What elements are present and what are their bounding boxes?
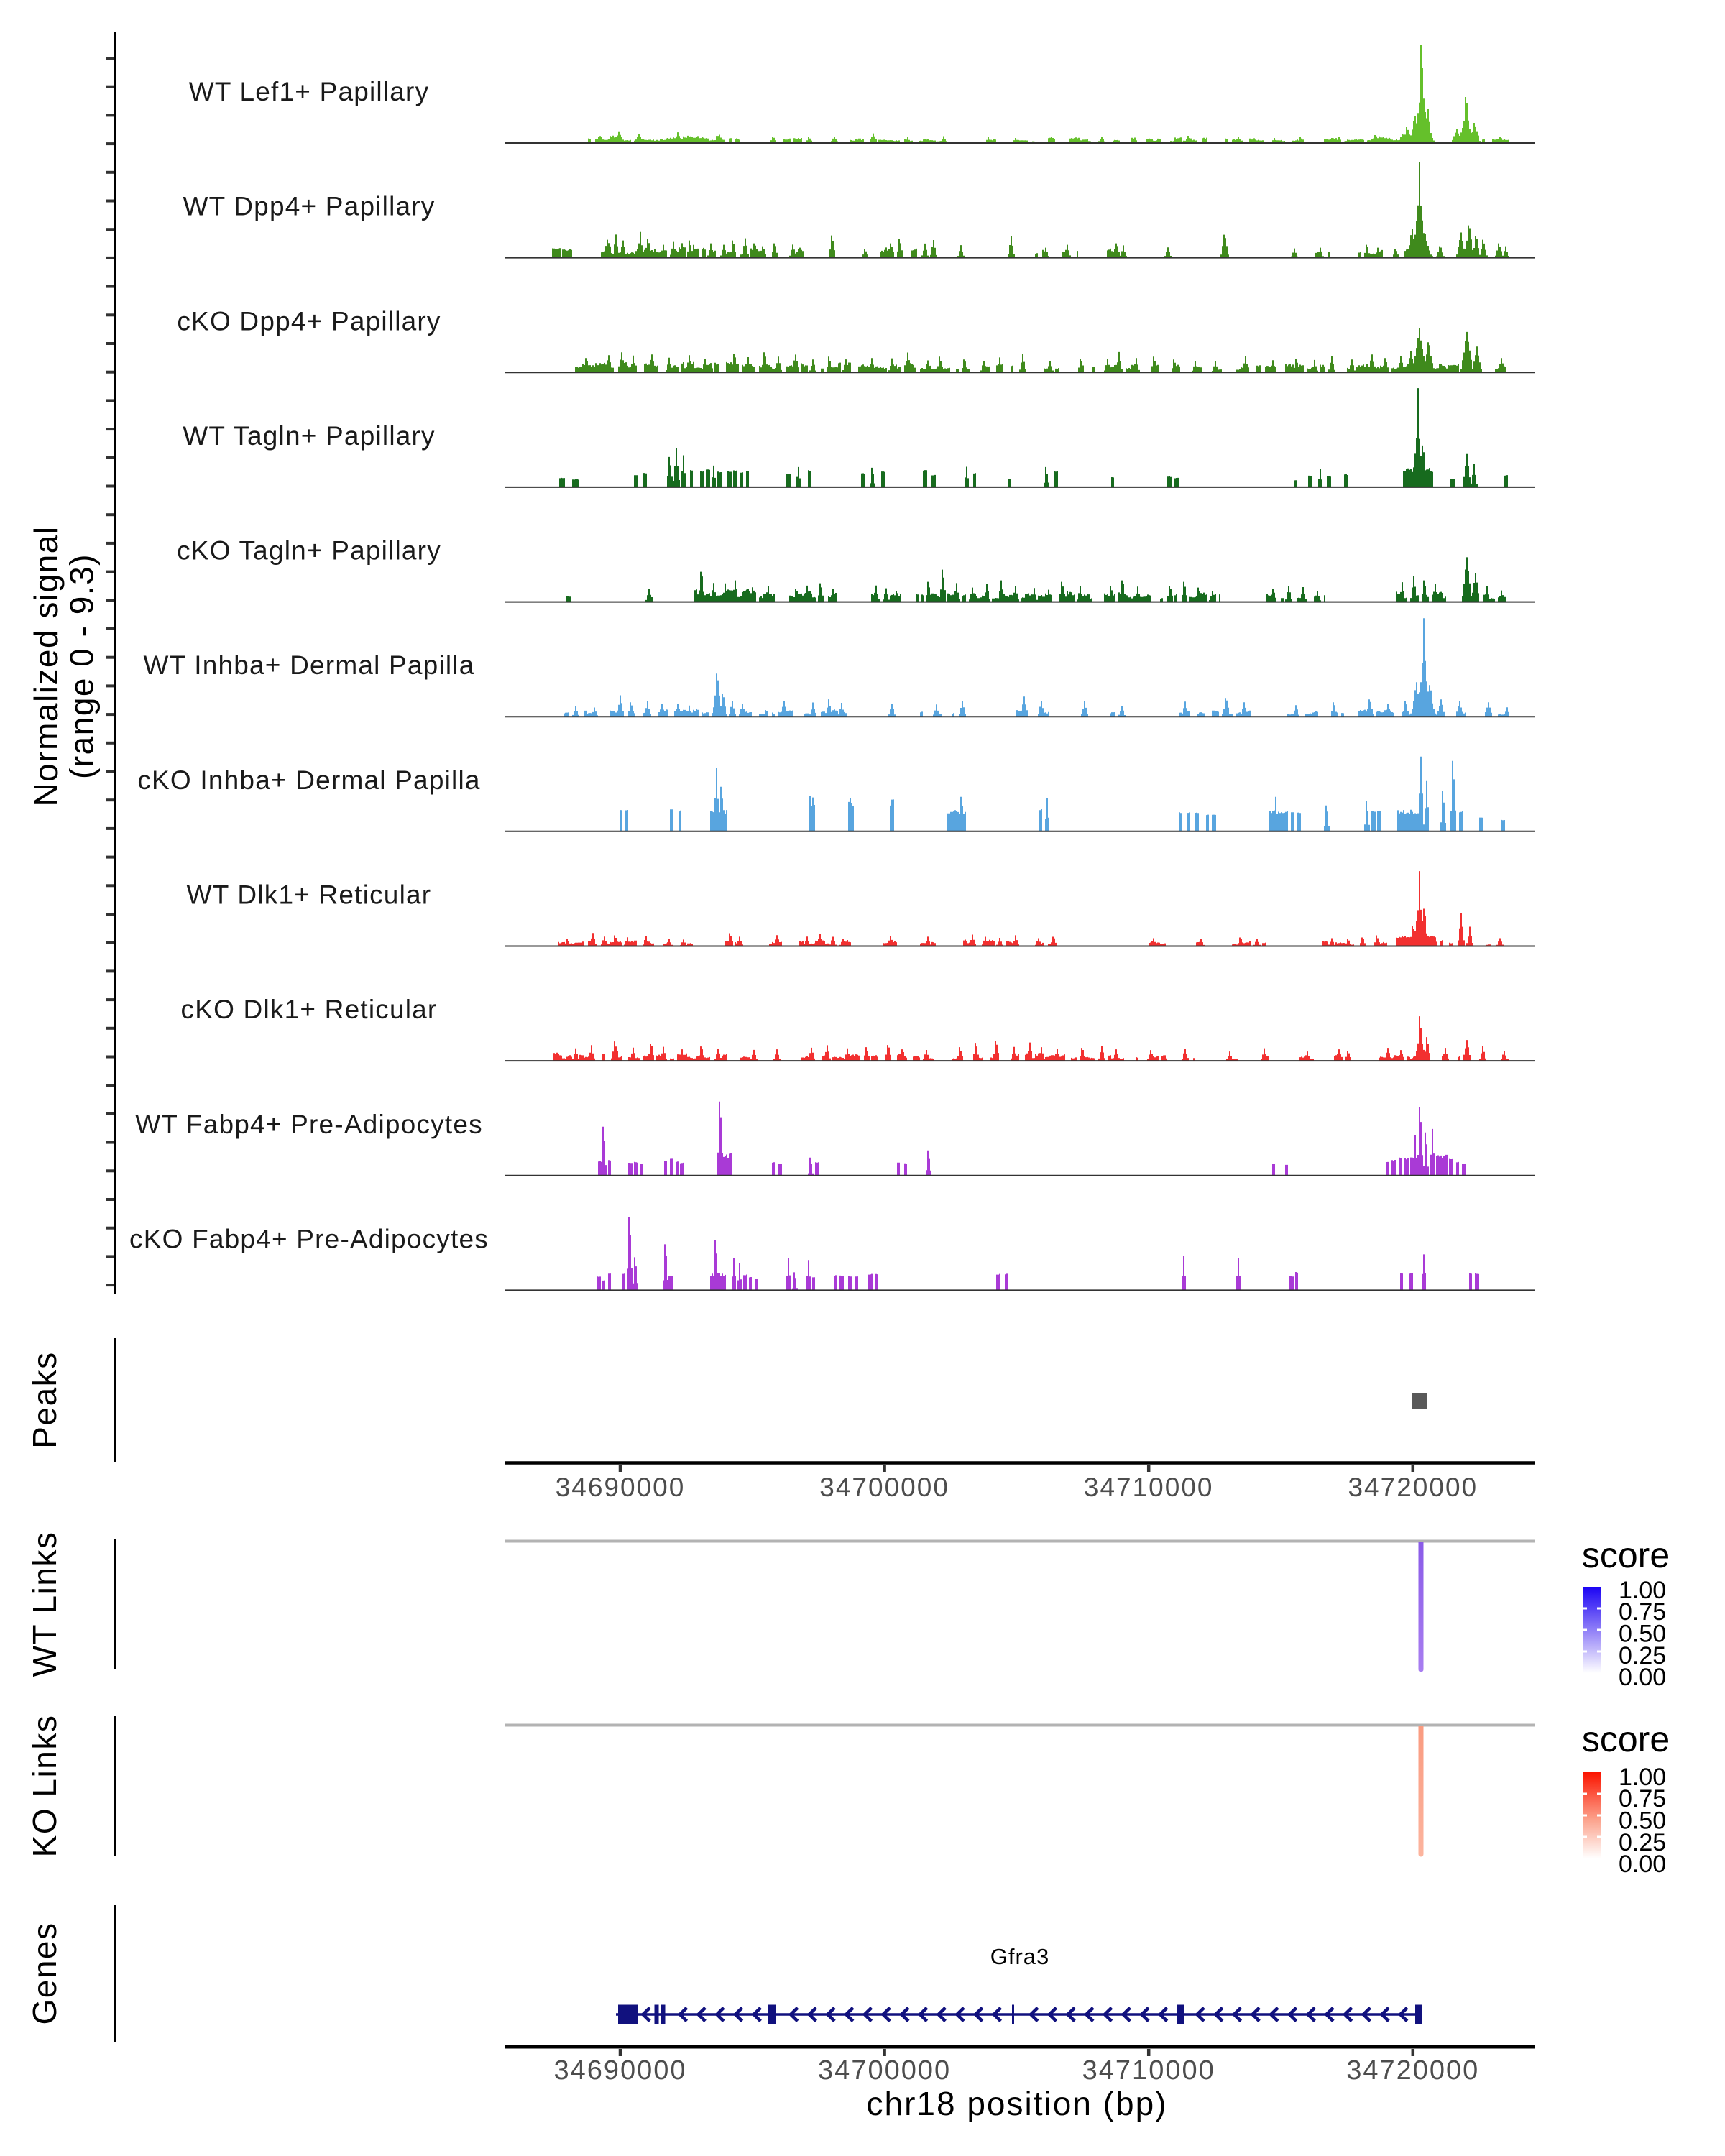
svg-text:34720000: 34720000 [1348,1473,1478,1502]
svg-text:34720000: 34720000 [1346,2055,1479,2086]
svg-text:34700000: 34700000 [819,1473,949,1502]
svg-text:1.00: 1.00 [1619,1577,1666,1604]
svg-text:0.00: 0.00 [1619,1664,1666,1691]
svg-text:1.00: 1.00 [1619,1764,1666,1791]
svg-text:Peaks: Peaks [26,1351,63,1448]
svg-text:WT Dpp4+ Papillary: WT Dpp4+ Papillary [183,192,436,221]
svg-text:Genes: Genes [26,1922,63,2024]
svg-text:WT Lef1+ Papillary: WT Lef1+ Papillary [189,77,430,106]
svg-text:0.25: 0.25 [1619,1642,1666,1669]
svg-text:0.75: 0.75 [1619,1785,1666,1812]
svg-text:Gfra3: Gfra3 [990,1944,1050,1969]
svg-text:WT Links: WT Links [26,1531,63,1677]
svg-text:Normalized signal: Normalized signal [27,525,65,806]
svg-text:WT Tagln+ Papillary: WT Tagln+ Papillary [183,421,436,451]
svg-text:WT Inhba+ Dermal Papilla: WT Inhba+ Dermal Papilla [143,650,474,680]
svg-text:chr18 position (bp): chr18 position (bp) [867,2085,1168,2122]
svg-text:34700000: 34700000 [818,2055,951,2086]
svg-text:cKO Dlk1+ Reticular: cKO Dlk1+ Reticular [181,995,438,1024]
svg-text:34690000: 34690000 [553,2055,686,2086]
svg-text:WT Dlk1+ Reticular: WT Dlk1+ Reticular [187,880,432,910]
svg-text:0.50: 0.50 [1619,1807,1666,1835]
svg-text:0.00: 0.00 [1619,1851,1666,1878]
svg-text:34710000: 34710000 [1084,1473,1214,1502]
svg-text:(range 0 - 9.3): (range 0 - 9.3) [63,553,101,779]
svg-text:34690000: 34690000 [556,1473,686,1502]
svg-text:0.75: 0.75 [1619,1598,1666,1626]
svg-text:0.50: 0.50 [1619,1621,1666,1648]
svg-text:cKO Fabp4+ Pre-Adipocytes: cKO Fabp4+ Pre-Adipocytes [129,1224,489,1253]
svg-text:KO Links: KO Links [26,1715,63,1858]
svg-text:WT Fabp4+ Pre-Adipocytes: WT Fabp4+ Pre-Adipocytes [135,1110,483,1139]
svg-text:score: score [1582,1535,1670,1575]
svg-text:0.25: 0.25 [1619,1829,1666,1856]
svg-text:cKO Tagln+ Papillary: cKO Tagln+ Papillary [177,536,441,566]
svg-text:cKO Inhba+ Dermal Papilla: cKO Inhba+ Dermal Papilla [137,765,480,795]
svg-text:cKO Dpp4+ Papillary: cKO Dpp4+ Papillary [177,306,441,336]
svg-text:score: score [1582,1719,1670,1759]
svg-text:34710000: 34710000 [1082,2055,1215,2086]
